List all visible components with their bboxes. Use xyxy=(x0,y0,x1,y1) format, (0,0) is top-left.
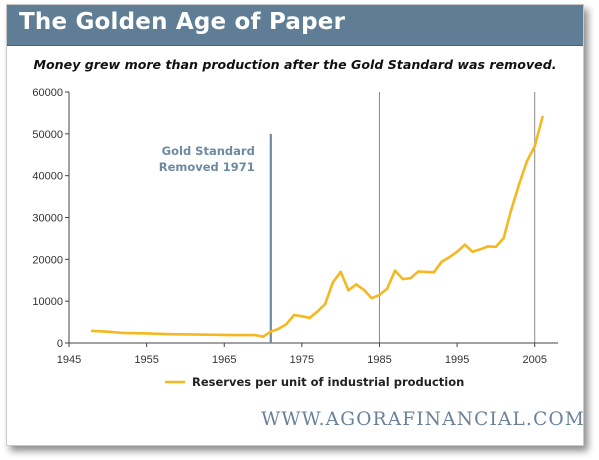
data-point-1952 xyxy=(122,331,125,335)
data-point-2000 xyxy=(494,245,498,249)
axes xyxy=(68,92,558,344)
series-line-0 xyxy=(91,115,544,339)
data-point-1966 xyxy=(230,333,234,337)
data-point-1984 xyxy=(370,296,374,300)
series-group xyxy=(90,115,544,339)
data-point-2006 xyxy=(541,115,544,119)
data-point-1983 xyxy=(362,288,366,292)
y-tick-label-40000: 40000 xyxy=(32,171,63,183)
data-point-1988 xyxy=(401,277,405,281)
y-tick-label-20000: 20000 xyxy=(32,254,63,266)
data-point-1991 xyxy=(424,270,428,274)
y-tick-label-0: 0 xyxy=(57,338,63,350)
data-point-1971 xyxy=(269,330,273,334)
data-point-1977 xyxy=(316,310,319,313)
x-tick-label-1955: 1955 xyxy=(134,354,158,366)
data-point-1987 xyxy=(393,269,397,272)
chart-title: The Golden Age of Paper xyxy=(19,9,346,35)
data-point-1996 xyxy=(463,243,467,246)
data-point-1993 xyxy=(440,260,443,264)
data-point-2005 xyxy=(533,145,537,148)
x-tick-label-1985: 1985 xyxy=(367,354,391,366)
data-point-1978 xyxy=(323,302,327,306)
data-point-1998 xyxy=(479,247,482,251)
data-point-1985 xyxy=(378,293,381,297)
data-point-1955 xyxy=(145,332,148,335)
data-point-1990 xyxy=(416,270,420,273)
data-point-1980 xyxy=(339,270,342,274)
y-tick-label-10000: 10000 xyxy=(32,296,63,308)
annotation-line-1: Gold Standard xyxy=(162,144,255,158)
data-point-1950 xyxy=(106,330,110,334)
data-point-1976 xyxy=(308,316,311,320)
y-tick-label-50000: 50000 xyxy=(32,129,63,141)
x-tick-label-1975: 1975 xyxy=(290,354,314,366)
data-point-2001 xyxy=(502,236,505,240)
data-point-2002 xyxy=(510,207,513,211)
data-point-1999 xyxy=(486,245,490,248)
data-point-1979 xyxy=(331,281,335,284)
data-point-1975 xyxy=(300,314,304,318)
chart-subtitle: Money grew more than production after th… xyxy=(33,57,557,72)
chart-card: The Golden Age of Paper Money grew more … xyxy=(6,4,584,446)
x-tick-label-1945: 1945 xyxy=(57,354,81,366)
data-point-1974 xyxy=(292,313,296,317)
data-point-1992 xyxy=(432,271,436,274)
y-axis-ticks: 0 10000 20000 30000 40000 50000 60000 xyxy=(32,87,69,350)
gridlines xyxy=(378,92,536,343)
x-axis-ticks: 1945 1955 1965 1975 1985 1995 2005 xyxy=(57,343,547,366)
annotation-line-2: Removed 1971 xyxy=(159,160,255,174)
data-point-2003 xyxy=(517,182,521,186)
data-point-1995 xyxy=(455,250,459,254)
y-tick-label-60000: 60000 xyxy=(32,87,63,99)
data-point-1982 xyxy=(354,283,358,286)
data-point-1972 xyxy=(277,327,280,331)
footer-url[interactable]: WWW.AGORAFINANCIAL.COM xyxy=(261,409,585,430)
data-point-1981 xyxy=(347,288,350,292)
data-point-1989 xyxy=(409,276,412,280)
data-point-1986 xyxy=(385,287,389,290)
line-chart: 0 10000 20000 30000 40000 50000 60000 1945 1955… xyxy=(32,87,558,389)
data-point-1948 xyxy=(90,329,94,333)
data-point-1973 xyxy=(285,322,288,326)
data-point-1962 xyxy=(199,333,203,336)
data-point-1970 xyxy=(261,335,265,339)
legend-label: Reserves per unit of industrial producti… xyxy=(192,375,464,389)
x-tick-label-2005: 2005 xyxy=(522,354,546,366)
data-point-1994 xyxy=(448,255,451,259)
x-tick-label-1995: 1995 xyxy=(445,354,469,366)
y-tick-label-30000: 30000 xyxy=(32,213,63,225)
data-point-2004 xyxy=(525,159,529,163)
data-point-1997 xyxy=(471,250,474,254)
data-point-1958 xyxy=(168,332,172,336)
title-bar: The Golden Age of Paper xyxy=(7,5,583,46)
data-point-1969 xyxy=(253,333,257,337)
x-tick-label-1965: 1965 xyxy=(212,354,236,366)
legend: Reserves per unit of industrial producti… xyxy=(165,375,464,389)
gold-standard-annotation: Gold Standard Removed 1971 xyxy=(159,133,272,343)
